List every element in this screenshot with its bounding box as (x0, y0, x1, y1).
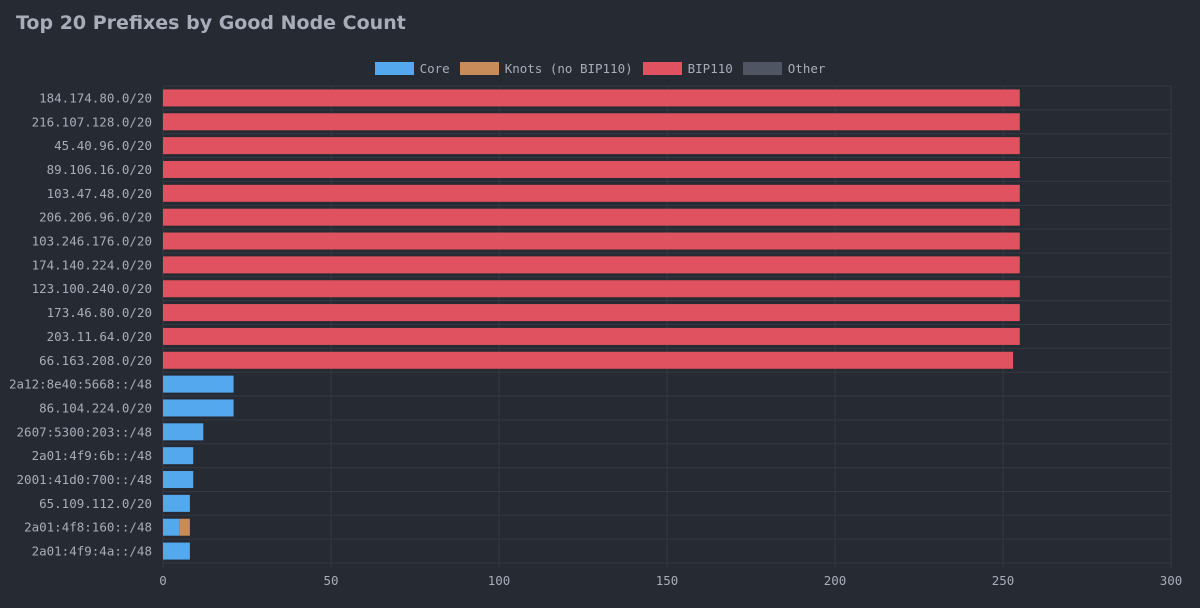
y-tick-label: 66.163.208.0/20 (39, 353, 152, 368)
bar-bip110 (163, 351, 1014, 369)
legend-label: BIP110 (687, 61, 733, 76)
y-tick-label: 45.40.96.0/20 (54, 138, 152, 153)
bar-bip110 (163, 232, 1020, 250)
y-tick-label: 103.246.176.0/20 (32, 234, 152, 249)
bar-core (163, 542, 190, 560)
x-tick-label: 50 (323, 573, 338, 588)
y-tick-label: 173.46.80.0/20 (47, 305, 152, 320)
legend-swatch (459, 62, 499, 75)
legend-item[interactable]: Core (374, 61, 450, 76)
y-tick-label: 206.206.96.0/20 (39, 210, 152, 225)
x-tick-label: 200 (824, 573, 847, 588)
legend-swatch (742, 62, 782, 75)
y-tick-label: 174.140.224.0/20 (32, 257, 152, 272)
bar-bip110 (163, 327, 1020, 345)
y-tick-label: 2607:5300:203::/48 (17, 424, 152, 439)
y-tick-label: 86.104.224.0/20 (39, 400, 152, 415)
chart-title: Top 20 Prefixes by Good Node Count (16, 12, 406, 34)
bar-bip110 (163, 160, 1020, 178)
bar-bip110 (163, 256, 1020, 274)
legend-item[interactable]: BIP110 (642, 61, 733, 76)
legend-item[interactable]: Other (742, 61, 826, 76)
y-tick-label: 2a01:4f8:160::/48 (24, 520, 152, 535)
y-tick-label: 123.100.240.0/20 (32, 281, 152, 296)
x-tick-label: 300 (1160, 573, 1183, 588)
x-tick-label: 250 (992, 573, 1015, 588)
y-tick-label: 203.11.64.0/20 (47, 329, 152, 344)
bar-core (163, 494, 190, 512)
bar-bip110 (163, 137, 1020, 155)
bar-core (163, 399, 234, 417)
chart-legend: Core Knots (no BIP110) BIP110 Other (0, 61, 1200, 76)
y-tick-label: 89.106.16.0/20 (47, 162, 152, 177)
legend-label: Other (787, 61, 826, 76)
y-tick-label: 2001:41d0:700::/48 (17, 472, 152, 487)
y-tick-label: 2a01:4f9:4a::/48 (32, 544, 152, 559)
y-tick-label: 184.174.80.0/20 (39, 90, 152, 105)
bar-core (163, 518, 180, 536)
bar-core (163, 471, 194, 489)
bar-bip110 (163, 184, 1020, 202)
y-tick-label: 2a12:8e40:5668::/48 (9, 377, 152, 392)
bar-bip110 (163, 89, 1020, 107)
bar-bip110 (163, 208, 1020, 226)
y-tick-label: 65.109.112.0/20 (39, 496, 152, 511)
y-tick-label: 103.47.48.0/20 (47, 186, 152, 201)
x-tick-label: 150 (656, 573, 679, 588)
legend-swatch (642, 62, 682, 75)
bar-bip110 (163, 280, 1020, 298)
y-tick-label: 216.107.128.0/20 (32, 114, 152, 129)
legend-item[interactable]: Knots (no BIP110) (459, 61, 633, 76)
x-tick-label: 100 (488, 573, 511, 588)
x-tick-label: 0 (159, 573, 167, 588)
bar-core (163, 375, 234, 393)
bar-core (163, 423, 204, 441)
bar-bip110 (163, 304, 1020, 322)
legend-swatch (374, 62, 414, 75)
bar-bip110 (163, 113, 1020, 131)
y-tick-label: 2a01:4f9:6b::/48 (32, 448, 152, 463)
legend-label: Core (419, 61, 450, 76)
bar-core (163, 447, 194, 465)
legend-label: Knots (no BIP110) (504, 61, 633, 76)
bar-knots-no-bip110 (179, 518, 190, 536)
